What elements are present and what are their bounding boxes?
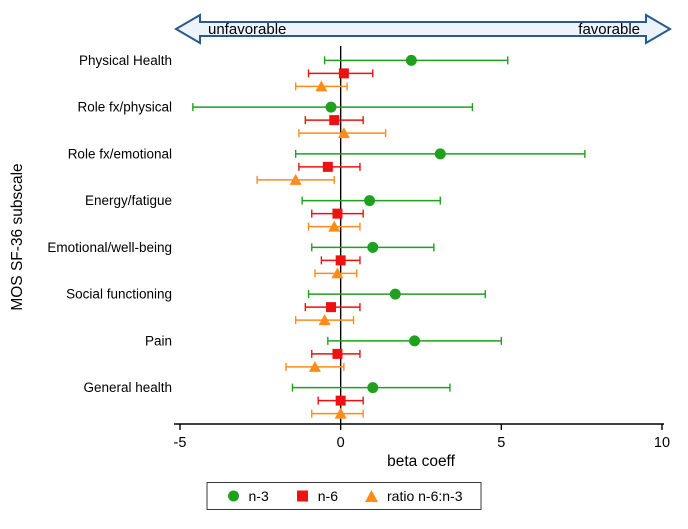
legend-marker-shape — [228, 490, 240, 502]
marker-square — [329, 115, 340, 126]
category-label: Energy/fatigue — [85, 193, 172, 208]
marker-circle — [367, 382, 379, 394]
marker-square — [335, 395, 346, 406]
legend-marker-shape — [297, 490, 309, 502]
category-label: Pain — [145, 333, 172, 348]
marker-triangle — [328, 220, 341, 232]
marker-triangle — [308, 360, 321, 372]
marker-square — [332, 348, 343, 359]
marker-square — [338, 68, 349, 79]
legend-label: n-6 — [317, 488, 338, 504]
favorable-label: favorable — [578, 21, 640, 38]
marker-circle — [434, 148, 446, 160]
legend-marker-circle-icon — [228, 490, 240, 502]
legend-item: n-3 — [226, 488, 269, 504]
marker-circle — [367, 241, 379, 253]
marker-square — [326, 302, 337, 313]
marker-circle — [364, 195, 376, 207]
double-arrow-shape — [174, 13, 672, 45]
category-label: Physical Health — [79, 53, 172, 68]
legend-item: ratio n-6:n-3 — [364, 488, 462, 504]
legend-marker-triangle-icon — [365, 490, 379, 502]
unfavorable-label: unfavorable — [208, 21, 286, 38]
legend-marker-shape — [365, 490, 379, 502]
x-tick-label: 10 — [654, 435, 670, 451]
legend-marker-square-icon — [297, 490, 309, 502]
direction-arrow-banner: unfavorable favorable — [174, 13, 672, 45]
marker-triangle — [331, 267, 344, 279]
x-axis-label: beta coeff — [387, 453, 455, 470]
x-tick-label: 5 — [497, 435, 505, 451]
legend-label: n-3 — [248, 488, 269, 504]
marker-circle — [325, 101, 337, 113]
marker-circle — [405, 54, 417, 66]
category-label: Emotional/well-being — [47, 240, 172, 255]
x-tick-label: -5 — [174, 435, 187, 451]
plot-area: -5 0 5 10 Physical Health Role fx/physical Rol… — [47, 46, 670, 451]
marker-triangle — [337, 127, 350, 139]
category-label: Role fx/emotional — [68, 146, 172, 161]
marker-circle — [409, 335, 421, 347]
legend-item: n-6 — [295, 488, 338, 504]
legend-label: ratio n-6:n-3 — [386, 488, 463, 504]
x-tick-label: 0 — [337, 435, 345, 451]
marker-triangle — [318, 314, 331, 326]
marker-triangle — [315, 80, 328, 92]
y-axis-label: MOS SF-36 subscale — [9, 163, 26, 310]
marker-square — [335, 255, 346, 266]
legend: n-3 n-6 ratio n-6:n-3 — [206, 482, 482, 510]
marker-circle — [389, 288, 401, 300]
category-label: Role fx/physical — [77, 100, 172, 115]
marker-square — [322, 161, 333, 172]
marker-triangle — [289, 173, 302, 185]
marker-triangle — [334, 407, 347, 419]
category-label: Social functioning — [66, 287, 172, 302]
marker-square — [332, 208, 343, 219]
category-label: General health — [83, 380, 172, 395]
